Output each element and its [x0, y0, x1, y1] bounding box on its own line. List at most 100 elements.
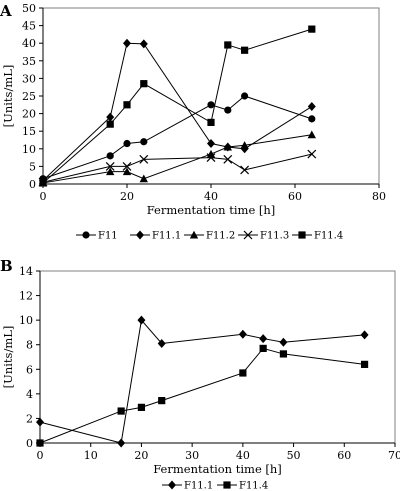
data-point — [307, 130, 316, 139]
legend-label: F11 — [98, 231, 118, 242]
series-F11-3 — [38, 149, 317, 187]
y-tick-label: 40 — [22, 37, 36, 50]
legend-label: F11.4 — [314, 231, 343, 242]
data-point — [307, 149, 317, 159]
data-point — [122, 161, 132, 171]
data-point — [207, 101, 215, 109]
x-tick-label: 60 — [288, 190, 302, 203]
y-tick-label: 35 — [22, 55, 36, 68]
x-tick-label: 40 — [236, 449, 250, 462]
data-point — [139, 174, 148, 183]
legend-marker — [223, 481, 231, 489]
series-F11-4 — [39, 25, 316, 187]
y-axis-label: [Units/mL] — [1, 326, 15, 389]
data-point — [137, 403, 146, 411]
y-tick-label: 15 — [22, 125, 36, 138]
y-tick-label: 10 — [22, 143, 36, 156]
data-point — [157, 338, 166, 348]
data-point — [238, 329, 247, 339]
data-point — [140, 80, 148, 88]
y-tick-label: 8 — [26, 339, 33, 352]
chart-a: 0 5 10 15 20 25 30 35 40 45 50 0 20 40 60 80 Fermentatio… — [1, 2, 386, 242]
data-point — [206, 153, 216, 163]
data-point — [123, 101, 131, 109]
legend-marker — [189, 230, 199, 239]
data-point — [106, 152, 114, 160]
y-tick-label: 2 — [26, 412, 33, 425]
y-tick-label: 12 — [19, 290, 33, 303]
legend-item: F11.3 — [238, 231, 289, 242]
series-line — [39, 347, 365, 444]
data-point — [240, 141, 249, 149]
y-tick-label: 10 — [19, 314, 33, 327]
legend-marker — [243, 230, 253, 240]
legend-item: F11.1 — [162, 480, 213, 491]
legend-item: F11.4 — [292, 231, 343, 242]
legend-item: F11.4 — [217, 481, 268, 491]
y-tick-label: 4 — [26, 388, 33, 401]
plot-frame — [39, 270, 396, 444]
panel-a-letter: A — [0, 2, 12, 20]
x-tick-label: 70 — [388, 449, 400, 462]
x-tick-label: 0 — [40, 190, 47, 203]
data-point — [279, 350, 288, 358]
legend-label: F11.4 — [239, 481, 268, 491]
data-point — [224, 41, 232, 49]
x-tick-label: 50 — [287, 449, 301, 462]
data-point — [206, 149, 216, 158]
legend-item: F11.1 — [130, 230, 181, 242]
panel-a: A 0 5 10 15 20 25 30 35 40 45 50 0 20 40 60 80 Fermentat… — [0, 2, 386, 242]
data-point — [123, 139, 131, 148]
data-point — [207, 139, 215, 149]
data-point — [259, 334, 268, 344]
legend-label: F11.3 — [260, 231, 289, 242]
series-F11-4 — [36, 344, 369, 447]
y-tick-label: 5 — [29, 160, 36, 173]
x-tick-label: 20 — [134, 449, 148, 462]
data-point — [122, 167, 132, 176]
x-axis-label: Fermentation time [h] — [153, 462, 282, 476]
data-point — [36, 417, 44, 427]
legend-label: F11.2 — [206, 231, 235, 242]
data-point — [308, 25, 316, 33]
legend-marker — [168, 480, 176, 490]
series-line — [42, 28, 312, 184]
data-point — [123, 38, 131, 48]
x-tick-label: 80 — [372, 190, 386, 203]
legend-label: F11.1 — [184, 481, 213, 491]
data-point — [140, 138, 148, 146]
y-tick-label: 0 — [29, 178, 36, 191]
data-point — [106, 120, 114, 128]
legend-marker — [136, 230, 144, 240]
data-point — [279, 337, 288, 347]
legend: F11.1 F11.4 — [162, 480, 268, 491]
x-tick-label: 30 — [185, 449, 199, 462]
data-point — [223, 154, 233, 164]
panel-b-letter: B — [0, 257, 13, 275]
y-tick-label: 45 — [22, 20, 36, 33]
y-tick-label: 30 — [22, 72, 36, 85]
series-line — [39, 319, 365, 444]
legend-label: F11.1 — [152, 231, 181, 242]
data-point — [36, 439, 44, 447]
x-axis-label: Fermentation time [h] — [147, 203, 276, 217]
data-point — [360, 360, 369, 368]
panel-b: B 0 2 4 6 8 10 12 14 0 10 20 30 40 50 60 70 Fermentation… — [0, 257, 400, 491]
y-tick-label: 25 — [22, 90, 36, 103]
x-tick-label: 60 — [337, 449, 351, 462]
data-point — [117, 407, 125, 415]
y-tick-label: 14 — [19, 265, 33, 278]
legend-marker — [298, 231, 306, 239]
data-point — [39, 179, 47, 187]
y-tick-label: 0 — [26, 437, 33, 450]
data-point — [139, 154, 149, 164]
series-line — [42, 42, 313, 181]
data-point — [158, 397, 166, 405]
x-tick-label: 40 — [204, 190, 218, 203]
legend: F11 F11.1 F11.2 F11.3 F11.4 — [76, 230, 343, 242]
data-point — [223, 142, 232, 151]
series-F11 — [39, 92, 316, 183]
series-F11-1 — [36, 315, 369, 448]
data-point — [105, 161, 115, 171]
legend-marker — [82, 231, 90, 239]
